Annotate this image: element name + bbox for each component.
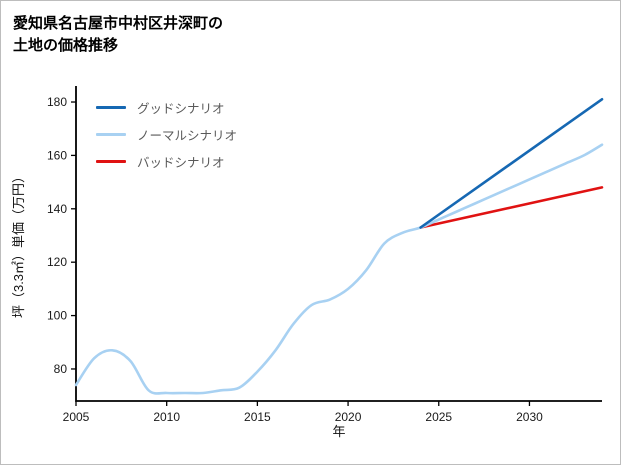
legend-item-good-scenario: グッドシナリオ bbox=[96, 94, 237, 121]
bad-scenario-line-swatch bbox=[96, 160, 126, 163]
x-tick-label: 2010 bbox=[153, 410, 180, 424]
y-tick-label: 80 bbox=[54, 362, 68, 376]
x-tick-label: 2015 bbox=[244, 410, 271, 424]
x-axis-label: 年 bbox=[332, 424, 345, 439]
chart-title-line2: 土地の価格推移 bbox=[13, 36, 119, 54]
x-tick-label: 2030 bbox=[516, 410, 543, 424]
chart-title: 愛知県名古屋市中村区井深町の 土地の価格推移 bbox=[13, 13, 223, 57]
legend: グッドシナリオ ノーマルシナリオ バッドシナリオ bbox=[96, 94, 237, 175]
y-tick-label: 100 bbox=[47, 309, 67, 323]
series-line-0 bbox=[419, 98, 604, 229]
good-scenario-line-swatch bbox=[96, 106, 126, 109]
y-tick-label: 120 bbox=[47, 255, 67, 269]
series-line-2 bbox=[419, 186, 604, 229]
y-axis-label: 坪（3.3㎡）単価（万円） bbox=[11, 170, 26, 318]
y-tick-label: 160 bbox=[47, 148, 67, 162]
y-tick-label: 180 bbox=[47, 95, 67, 109]
legend-item-bad-scenario: バッドシナリオ bbox=[96, 148, 237, 175]
legend-label-normal-scenario: ノーマルシナリオ bbox=[137, 129, 238, 143]
series-line-1 bbox=[74, 143, 604, 395]
series-lines bbox=[74, 98, 604, 395]
x-tick-label: 2020 bbox=[335, 410, 362, 424]
legend-label-bad-scenario: バッドシナリオ bbox=[137, 156, 225, 170]
y-tick-label: 140 bbox=[47, 202, 67, 216]
legend-label-good-scenario: グッドシナリオ bbox=[137, 102, 225, 116]
legend-item-normal-scenario: ノーマルシナリオ bbox=[96, 121, 237, 148]
chart-title-line1: 愛知県名古屋市中村区井深町の bbox=[13, 15, 224, 32]
normal-scenario-line-swatch bbox=[96, 133, 126, 136]
axes: 2005 2010 2015 2020 2025 2030 80 100 120 140 160 18… bbox=[47, 86, 602, 424]
x-tick-label: 2025 bbox=[425, 410, 452, 424]
x-tick-label: 2005 bbox=[63, 410, 90, 424]
